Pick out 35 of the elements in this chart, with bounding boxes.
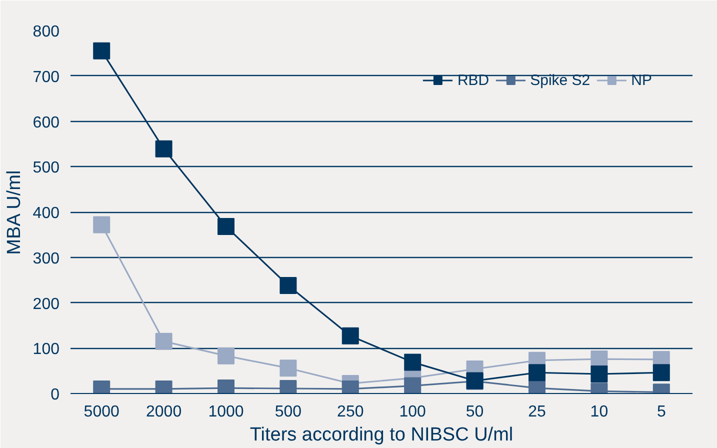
- point: [155, 140, 172, 158]
- x-tick-label: 250: [337, 404, 364, 420]
- x-tick-label: 25: [528, 404, 546, 420]
- y-tick-label: 500: [32, 160, 60, 177]
- x-tick-label: 5: [656, 404, 666, 420]
- y-tick-label: 100: [32, 341, 60, 358]
- x-axis-title: Titers according to NIBSC U/ml: [250, 424, 514, 446]
- point: [218, 347, 234, 364]
- point: [280, 277, 297, 294]
- x-tick-label: 5000: [84, 404, 120, 420]
- y-tick-label: 400: [32, 205, 60, 222]
- point: [342, 327, 359, 344]
- point: [155, 332, 172, 350]
- x-tick-label: 100: [399, 404, 426, 420]
- y-axis-title: MBA U/ml: [4, 170, 25, 255]
- point: [404, 354, 422, 371]
- y-tick-label: 600: [32, 114, 60, 132]
- point: [280, 360, 297, 377]
- y-tick-label: 300: [32, 250, 60, 268]
- point: [218, 218, 234, 236]
- x-tick-label: 2000: [146, 404, 182, 420]
- point: [404, 377, 422, 394]
- point: [93, 216, 110, 234]
- point: [590, 365, 608, 382]
- y-tick-label: 0: [50, 386, 60, 404]
- y-tick-label: 800: [32, 24, 60, 40]
- point: [652, 364, 670, 382]
- x-tick-label: 10: [590, 404, 608, 420]
- x-tick-label: 1000: [208, 404, 244, 420]
- y-tick-label: 700: [32, 68, 60, 86]
- point: [93, 42, 110, 60]
- x-tick-label: 500: [274, 404, 302, 420]
- y-tick-label: 200: [32, 296, 60, 313]
- point: [528, 364, 546, 382]
- x-tick-label: 50: [466, 404, 484, 420]
